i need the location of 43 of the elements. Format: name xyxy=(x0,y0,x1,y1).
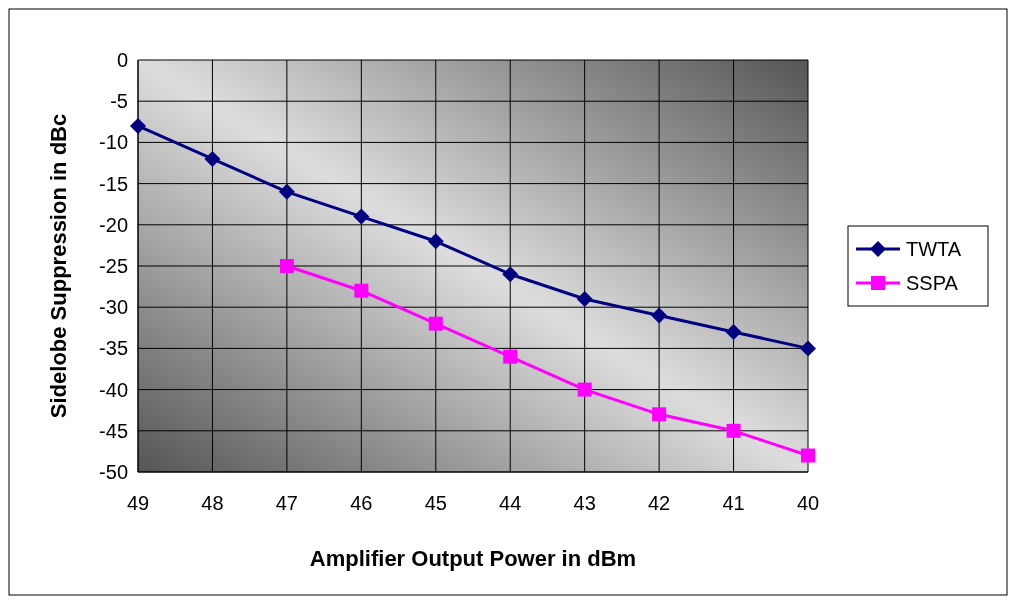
x-tick-label: 47 xyxy=(275,492,299,514)
point xyxy=(354,283,369,298)
x-tick-label: 48 xyxy=(201,492,224,514)
x-axis-title: Amplifier Output Power in dBm xyxy=(309,546,637,571)
point xyxy=(204,150,221,167)
y-tick-label: -10 xyxy=(99,131,128,154)
point xyxy=(726,423,741,438)
point xyxy=(279,259,294,273)
y-tick-label: -25 xyxy=(99,255,128,277)
y-tick-label: -20 xyxy=(99,213,128,236)
x-tick-label: 41 xyxy=(722,492,745,514)
y-tick-label: -45 xyxy=(99,419,128,442)
y-tick-label: -15 xyxy=(99,172,128,195)
point xyxy=(652,407,667,422)
x-tick-label: 45 xyxy=(424,492,447,514)
x-tick-label: 44 xyxy=(499,492,522,514)
point xyxy=(502,266,519,283)
y-tick-label: -40 xyxy=(99,378,128,401)
y-tick-label: -50 xyxy=(99,461,128,483)
x-tick-label: 40 xyxy=(796,492,820,514)
x-tick-label: 43 xyxy=(573,492,596,514)
y-tick-label: -5 xyxy=(110,90,128,113)
point xyxy=(651,307,668,324)
point xyxy=(278,183,295,200)
y-tick-label: -30 xyxy=(99,296,128,319)
x-tick-label: 46 xyxy=(350,492,373,514)
x-tick-label: 49 xyxy=(126,492,150,514)
point xyxy=(801,448,815,463)
point xyxy=(428,316,443,331)
x-tick-label: 42 xyxy=(647,492,671,514)
point xyxy=(725,323,742,340)
y-tick-label: 0 xyxy=(116,49,128,71)
legend-label: SSPA xyxy=(906,272,959,294)
point xyxy=(576,290,593,307)
point xyxy=(427,233,444,250)
point xyxy=(577,382,592,397)
point xyxy=(503,349,518,364)
legend-label: TWTA xyxy=(906,238,962,260)
point xyxy=(800,340,816,357)
point xyxy=(130,117,146,134)
y-tick-label: -35 xyxy=(99,337,128,360)
point xyxy=(353,208,370,225)
y-axis-title: Sidelobe Suppression in dBc xyxy=(46,113,71,419)
